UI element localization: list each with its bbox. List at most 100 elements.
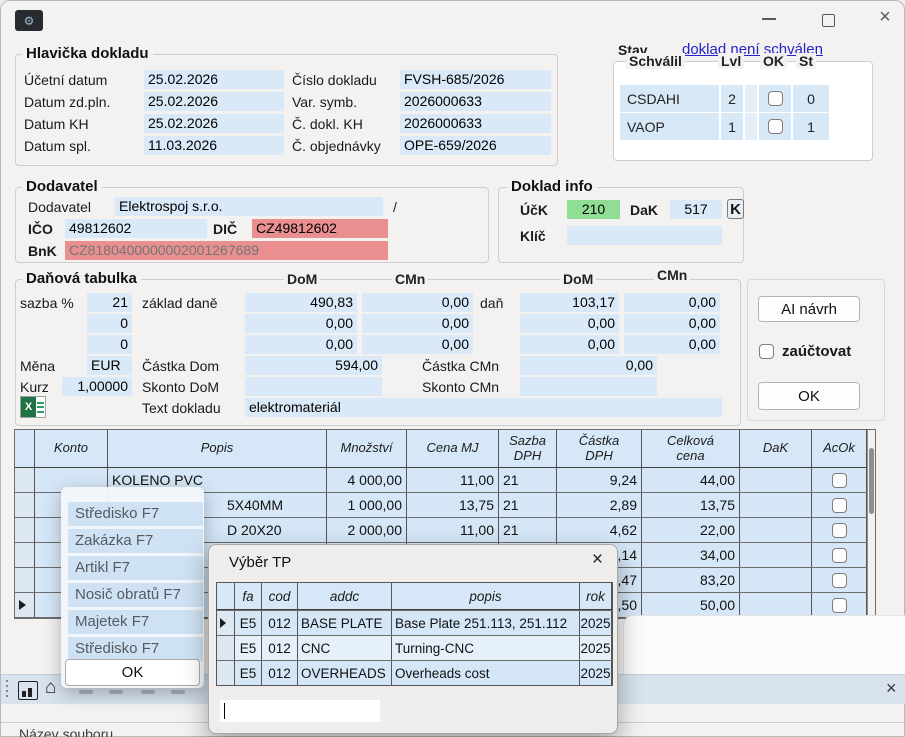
context-menu-item[interactable]: Zakázka F7 xyxy=(68,529,203,553)
k-button[interactable]: K xyxy=(727,199,744,219)
cell-dak[interactable] xyxy=(740,468,812,492)
uck-field[interactable]: 210 xyxy=(567,200,620,219)
tax-base-dom-field[interactable]: 490,83 xyxy=(245,293,357,312)
approval-checkbox[interactable] xyxy=(767,119,783,134)
currency-field[interactable]: EUR xyxy=(87,356,132,375)
excel-export-icon[interactable]: X xyxy=(20,396,46,418)
cell-konto[interactable] xyxy=(35,468,108,492)
approver-name-cell[interactable]: CSDAHI xyxy=(620,85,719,112)
cell-castka_dph[interactable]: 2,89 xyxy=(557,493,642,517)
cell-popis[interactable]: KOLENO PVC xyxy=(108,468,327,492)
row-indicator-cell[interactable] xyxy=(15,468,35,492)
date-field[interactable]: 11.03.2026 xyxy=(144,136,284,155)
grip-icon[interactable] xyxy=(6,680,8,697)
tax-base-cmn-field[interactable]: 0,00 xyxy=(362,314,473,333)
tp-header-col[interactable]: popis xyxy=(392,583,580,610)
context-menu-item[interactable]: Artikl F7 xyxy=(68,556,203,580)
cell-mnozstvi[interactable]: 2 000,00 xyxy=(327,518,407,542)
ok-button[interactable]: OK xyxy=(758,382,860,410)
home-icon[interactable]: ⌂ xyxy=(45,677,57,698)
row-indicator-cell[interactable] xyxy=(15,543,35,567)
tax-rate-field[interactable]: 0 xyxy=(87,335,132,354)
doc-text-field[interactable]: elektromateriál xyxy=(245,398,722,417)
date-field[interactable]: 25.02.2026 xyxy=(144,114,284,133)
cell-mnozstvi[interactable]: 4 000,00 xyxy=(327,468,407,492)
tax-base-cmn-field[interactable]: 0,00 xyxy=(362,335,473,354)
cell-sazba_dph[interactable]: 21 xyxy=(499,518,557,542)
doc-number-field[interactable]: OPE-659/2026 xyxy=(400,136,551,155)
grid-header-col[interactable]: Cena MJ xyxy=(407,430,499,468)
approver-ok-cell[interactable] xyxy=(759,113,791,140)
tp-row[interactable]: E5 012 BASE PLATE Base Plate 251.113, 251.1… xyxy=(217,610,612,635)
approver-lvl-cell[interactable]: 1 xyxy=(721,113,743,140)
cell-dak[interactable] xyxy=(740,568,812,592)
tax-vat-dom-field[interactable]: 0,00 xyxy=(520,314,619,333)
tax-vat-cmn-field[interactable]: 0,00 xyxy=(624,293,720,312)
tp-dialog-close-icon[interactable]: × xyxy=(591,549,603,570)
doc-number-field[interactable]: 2026000633 xyxy=(400,92,551,111)
cell-celkova_cena[interactable]: 22,00 xyxy=(642,518,740,542)
acok-checkbox[interactable] xyxy=(831,572,847,588)
bnk-field[interactable]: CZ8180400000002001267689 xyxy=(65,241,388,260)
approver-st-cell[interactable]: 1 xyxy=(793,113,829,140)
context-menu-ok-button[interactable]: OK xyxy=(65,659,200,686)
status-link[interactable]: doklad není schválen xyxy=(682,41,823,58)
tax-vat-cmn-field[interactable]: 0,00 xyxy=(624,335,720,354)
row-indicator-cell[interactable] xyxy=(15,568,35,592)
supplier-name-field[interactable]: Elektrospoj s.r.o. xyxy=(115,197,383,216)
context-menu-item[interactable]: Středisko F7 xyxy=(68,637,203,661)
cell-cena_mj[interactable]: 13,75 xyxy=(407,493,499,517)
cell-sazba_dph[interactable]: 21 xyxy=(499,493,557,517)
cell-castka_dph[interactable]: 9,24 xyxy=(557,468,642,492)
minimize-button[interactable] xyxy=(758,9,780,29)
tp-row[interactable]: E5 012 CNC Turning-CNC 2025 xyxy=(217,635,612,660)
cell-acok[interactable] xyxy=(812,543,867,567)
context-menu-item[interactable]: Nosič obratů F7 xyxy=(68,583,203,607)
tp-header-col[interactable]: cod xyxy=(262,583,298,610)
grid-header-col[interactable]: Sazba DPH xyxy=(499,430,557,468)
skonto-cmn-field[interactable] xyxy=(520,377,657,396)
cell-acok[interactable] xyxy=(812,568,867,592)
acok-checkbox[interactable] xyxy=(831,497,847,513)
grid-header-col[interactable]: Částka DPH xyxy=(557,430,642,468)
tp-header-col[interactable]: fa xyxy=(235,583,262,610)
approval-checkbox[interactable] xyxy=(767,91,783,106)
cell-popis[interactable]: 5X40MM xyxy=(108,493,327,517)
tax-rate-field[interactable]: 0 xyxy=(87,314,132,333)
tax-vat-cmn-field[interactable]: 0,00 xyxy=(624,314,720,333)
approver-name-cell[interactable]: VAOP xyxy=(620,113,719,140)
doc-number-field[interactable]: 2026000633 xyxy=(400,114,551,133)
cell-celkova_cena[interactable]: 34,00 xyxy=(642,543,740,567)
scrollbar-thumb[interactable] xyxy=(869,448,874,514)
grid-header-col[interactable]: Konto xyxy=(35,430,108,468)
rate-field[interactable]: 1,00000 xyxy=(62,377,132,396)
cell-acok[interactable] xyxy=(812,593,867,617)
acok-checkbox[interactable] xyxy=(831,522,847,538)
tp-row[interactable]: E5 012 OVERHEADS Overheads cost 2025 xyxy=(217,660,612,685)
cell-castka_dph[interactable]: 4,62 xyxy=(557,518,642,542)
tp-filter-input[interactable] xyxy=(220,700,380,722)
tax-vat-dom-field[interactable]: 0,00 xyxy=(520,335,619,354)
row-indicator-cell[interactable] xyxy=(15,493,35,517)
grid-header-col[interactable]: Popis xyxy=(108,430,327,468)
tp-header-col[interactable]: rok xyxy=(580,583,612,610)
approver-lvl-cell[interactable]: 2 xyxy=(721,85,743,112)
acok-checkbox[interactable] xyxy=(831,472,847,488)
cell-cena_mj[interactable]: 11,00 xyxy=(407,468,499,492)
grid-header-col[interactable]: AcOk xyxy=(812,430,867,468)
grid-header-col[interactable]: Množství xyxy=(327,430,407,468)
cell-acok[interactable] xyxy=(812,493,867,517)
row-indicator-cell[interactable] xyxy=(15,518,35,542)
tax-base-cmn-field[interactable]: 0,00 xyxy=(362,293,473,312)
approver-st-cell[interactable]: 0 xyxy=(793,85,829,112)
cell-celkova_cena[interactable]: 44,00 xyxy=(642,468,740,492)
grid-header-col[interactable]: Celková cena xyxy=(642,430,740,468)
chart-icon[interactable] xyxy=(18,681,38,700)
panel-close-icon[interactable]: × xyxy=(886,678,897,698)
klic-field[interactable] xyxy=(567,226,722,245)
skonto-dom-field[interactable] xyxy=(245,377,382,396)
close-button[interactable]: × xyxy=(874,7,896,27)
cell-dak[interactable] xyxy=(740,593,812,617)
amount-dom-field[interactable]: 594,00 xyxy=(245,356,382,375)
cell-celkova_cena[interactable]: 83,20 xyxy=(642,568,740,592)
